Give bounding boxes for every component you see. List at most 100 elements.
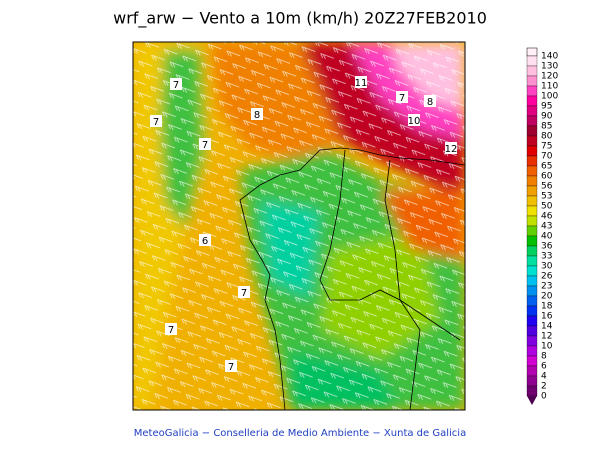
contour-label-bg [199, 138, 211, 150]
contour-label: 6 [202, 236, 208, 247]
contour-label-bg [424, 95, 436, 107]
colorbar-segment [526, 265, 538, 277]
contour-label-bg [355, 76, 367, 88]
contour-label: 8 [254, 110, 260, 121]
colorbar-segment [526, 355, 538, 367]
contour-label: 11 [355, 78, 368, 89]
footer: MeteoGalicia − Conselleria de Medio Ambi… [134, 428, 466, 439]
colorbar-arrow [527, 396, 537, 405]
colorbar-segment [526, 75, 538, 87]
colorbar-segment [526, 325, 538, 337]
colorbar-segment [526, 95, 538, 107]
contour-label: 7 [228, 362, 234, 373]
colorbar-segment [526, 335, 538, 347]
colorbar-segment [526, 245, 538, 257]
colorbar-segment [526, 305, 538, 317]
colorbar-segment [526, 175, 538, 187]
contour-label-bg [238, 286, 250, 298]
colorbar-segment [526, 295, 538, 307]
colorbar-segment [526, 65, 538, 77]
wind-field [133, 42, 465, 410]
colorbar-label: 20 [541, 292, 553, 302]
contour-label-bg [165, 323, 177, 335]
colorbar-label: 36 [541, 242, 553, 252]
contour-label-bg [170, 78, 182, 90]
contour-label-bg [150, 115, 162, 127]
colorbar-label: 0 [541, 392, 547, 402]
colorbar-segment [526, 255, 538, 267]
colorbar-label: 130 [541, 62, 558, 72]
contour-label-bg [408, 114, 420, 126]
colorbar-label: 75 [541, 142, 552, 152]
contour-label: 12 [445, 144, 458, 155]
colorbar-label: 95 [541, 102, 552, 112]
colorbar-segment [526, 215, 538, 227]
colorbar-label: 50 [541, 202, 553, 212]
contour-label-bg [445, 142, 457, 154]
colorbar-label: 14 [541, 322, 553, 332]
colorbar-segment [526, 285, 538, 297]
colorbar-label: 110 [541, 82, 558, 92]
colorbar-label: 43 [541, 222, 552, 232]
colorbar-label: 6 [541, 362, 547, 372]
colorbar-segment [526, 135, 538, 147]
colorbar-label: 140 [541, 52, 558, 62]
colorbar-segment [526, 365, 538, 377]
colorbar-label: 12 [541, 332, 552, 342]
contour-label: 7 [202, 140, 208, 151]
colorbar-label: 100 [541, 92, 558, 102]
colorbar-label: 90 [541, 112, 553, 122]
colorbar-label: 70 [541, 152, 553, 162]
colorbar-label: 56 [541, 182, 553, 192]
colorbar-label: 16 [541, 312, 553, 322]
colorbar-segment [526, 105, 538, 117]
colorbar-segment [526, 185, 538, 197]
colorbar-segment [526, 315, 538, 327]
colorbar-segment [526, 195, 538, 207]
contour-label-bg [396, 91, 408, 103]
colorbar-label: 65 [541, 162, 552, 172]
colorbar-label: 30 [541, 262, 553, 272]
colorbar-segment [526, 165, 538, 177]
colorbar-segment [526, 345, 538, 357]
colorbar-label: 85 [541, 122, 552, 132]
colorbar-label: 120 [541, 72, 558, 82]
colorbar-label: 2 [541, 382, 547, 392]
colorbar-segment [526, 385, 538, 397]
colorbar-segment [526, 235, 538, 247]
contour-label-bg [225, 360, 237, 372]
colorbar-label: 23 [541, 282, 552, 292]
colorbar-label: 53 [541, 192, 552, 202]
colorbar-segment [526, 145, 538, 157]
colorbar-segment [526, 115, 538, 127]
colorbar-label: 33 [541, 252, 552, 262]
contour-label: 7 [399, 93, 405, 104]
colorbar-label: 4 [541, 372, 547, 382]
colorbar-label: 26 [541, 272, 553, 282]
colorbar-label: 8 [541, 352, 547, 362]
colorbar-label: 18 [541, 302, 553, 312]
colorbar-label: 40 [541, 232, 553, 242]
contour-label: 7 [241, 288, 247, 299]
contour-label: 7 [173, 80, 179, 91]
colorbar-segment [526, 375, 538, 387]
colorbar-label: 10 [541, 342, 553, 352]
colorbar-segment [526, 55, 538, 67]
colorbar-segment [526, 85, 538, 97]
contour-label-bg [199, 234, 211, 246]
title: wrf_arw − Vento a 10m (km/h) 20Z27FEB201… [113, 9, 487, 29]
contour-label: 8 [427, 97, 433, 108]
colorbar-segment [526, 225, 538, 237]
colorbar-label: 80 [541, 132, 553, 142]
contour-label: 7 [168, 325, 174, 336]
colorbar-label: 60 [541, 172, 553, 182]
contour-label: 10 [408, 116, 421, 127]
colorbar-segment [526, 125, 538, 137]
colorbar-cap [526, 47, 538, 57]
map-frame [132, 41, 466, 411]
colorbar-segment [526, 155, 538, 167]
colorbar-segment [526, 205, 538, 217]
colorbar-label: 46 [541, 212, 553, 222]
colorbar-segment [526, 275, 538, 287]
